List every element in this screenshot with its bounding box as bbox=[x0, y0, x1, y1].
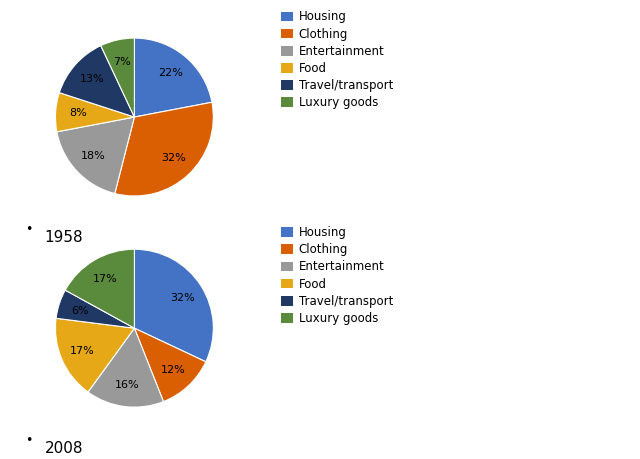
Text: 13%: 13% bbox=[79, 74, 104, 84]
Text: 1958: 1958 bbox=[45, 230, 83, 245]
Text: 32%: 32% bbox=[161, 153, 186, 163]
Text: 22%: 22% bbox=[158, 68, 183, 78]
Wedge shape bbox=[134, 38, 212, 117]
Wedge shape bbox=[100, 38, 134, 117]
Text: 17%: 17% bbox=[93, 274, 118, 284]
Text: •: • bbox=[26, 434, 33, 447]
Text: 6%: 6% bbox=[72, 306, 89, 316]
Wedge shape bbox=[56, 93, 134, 132]
Wedge shape bbox=[134, 249, 213, 362]
Wedge shape bbox=[88, 328, 163, 407]
Text: 32%: 32% bbox=[170, 293, 195, 303]
Text: 17%: 17% bbox=[70, 346, 95, 356]
Text: •: • bbox=[26, 223, 33, 235]
Wedge shape bbox=[56, 318, 134, 392]
Wedge shape bbox=[56, 290, 134, 328]
Wedge shape bbox=[60, 45, 134, 117]
Legend: Housing, Clothing, Entertainment, Food, Travel/transport, Luxury goods: Housing, Clothing, Entertainment, Food, … bbox=[281, 11, 393, 109]
Wedge shape bbox=[134, 328, 206, 402]
Wedge shape bbox=[115, 102, 213, 196]
Text: 18%: 18% bbox=[81, 151, 106, 161]
Text: 2008: 2008 bbox=[45, 441, 83, 456]
Text: 12%: 12% bbox=[161, 364, 186, 375]
Wedge shape bbox=[65, 249, 134, 328]
Text: 8%: 8% bbox=[68, 108, 86, 118]
Text: 7%: 7% bbox=[113, 56, 131, 67]
Legend: Housing, Clothing, Entertainment, Food, Travel/transport, Luxury goods: Housing, Clothing, Entertainment, Food, … bbox=[281, 226, 393, 325]
Text: 16%: 16% bbox=[115, 380, 140, 390]
Wedge shape bbox=[57, 117, 134, 194]
